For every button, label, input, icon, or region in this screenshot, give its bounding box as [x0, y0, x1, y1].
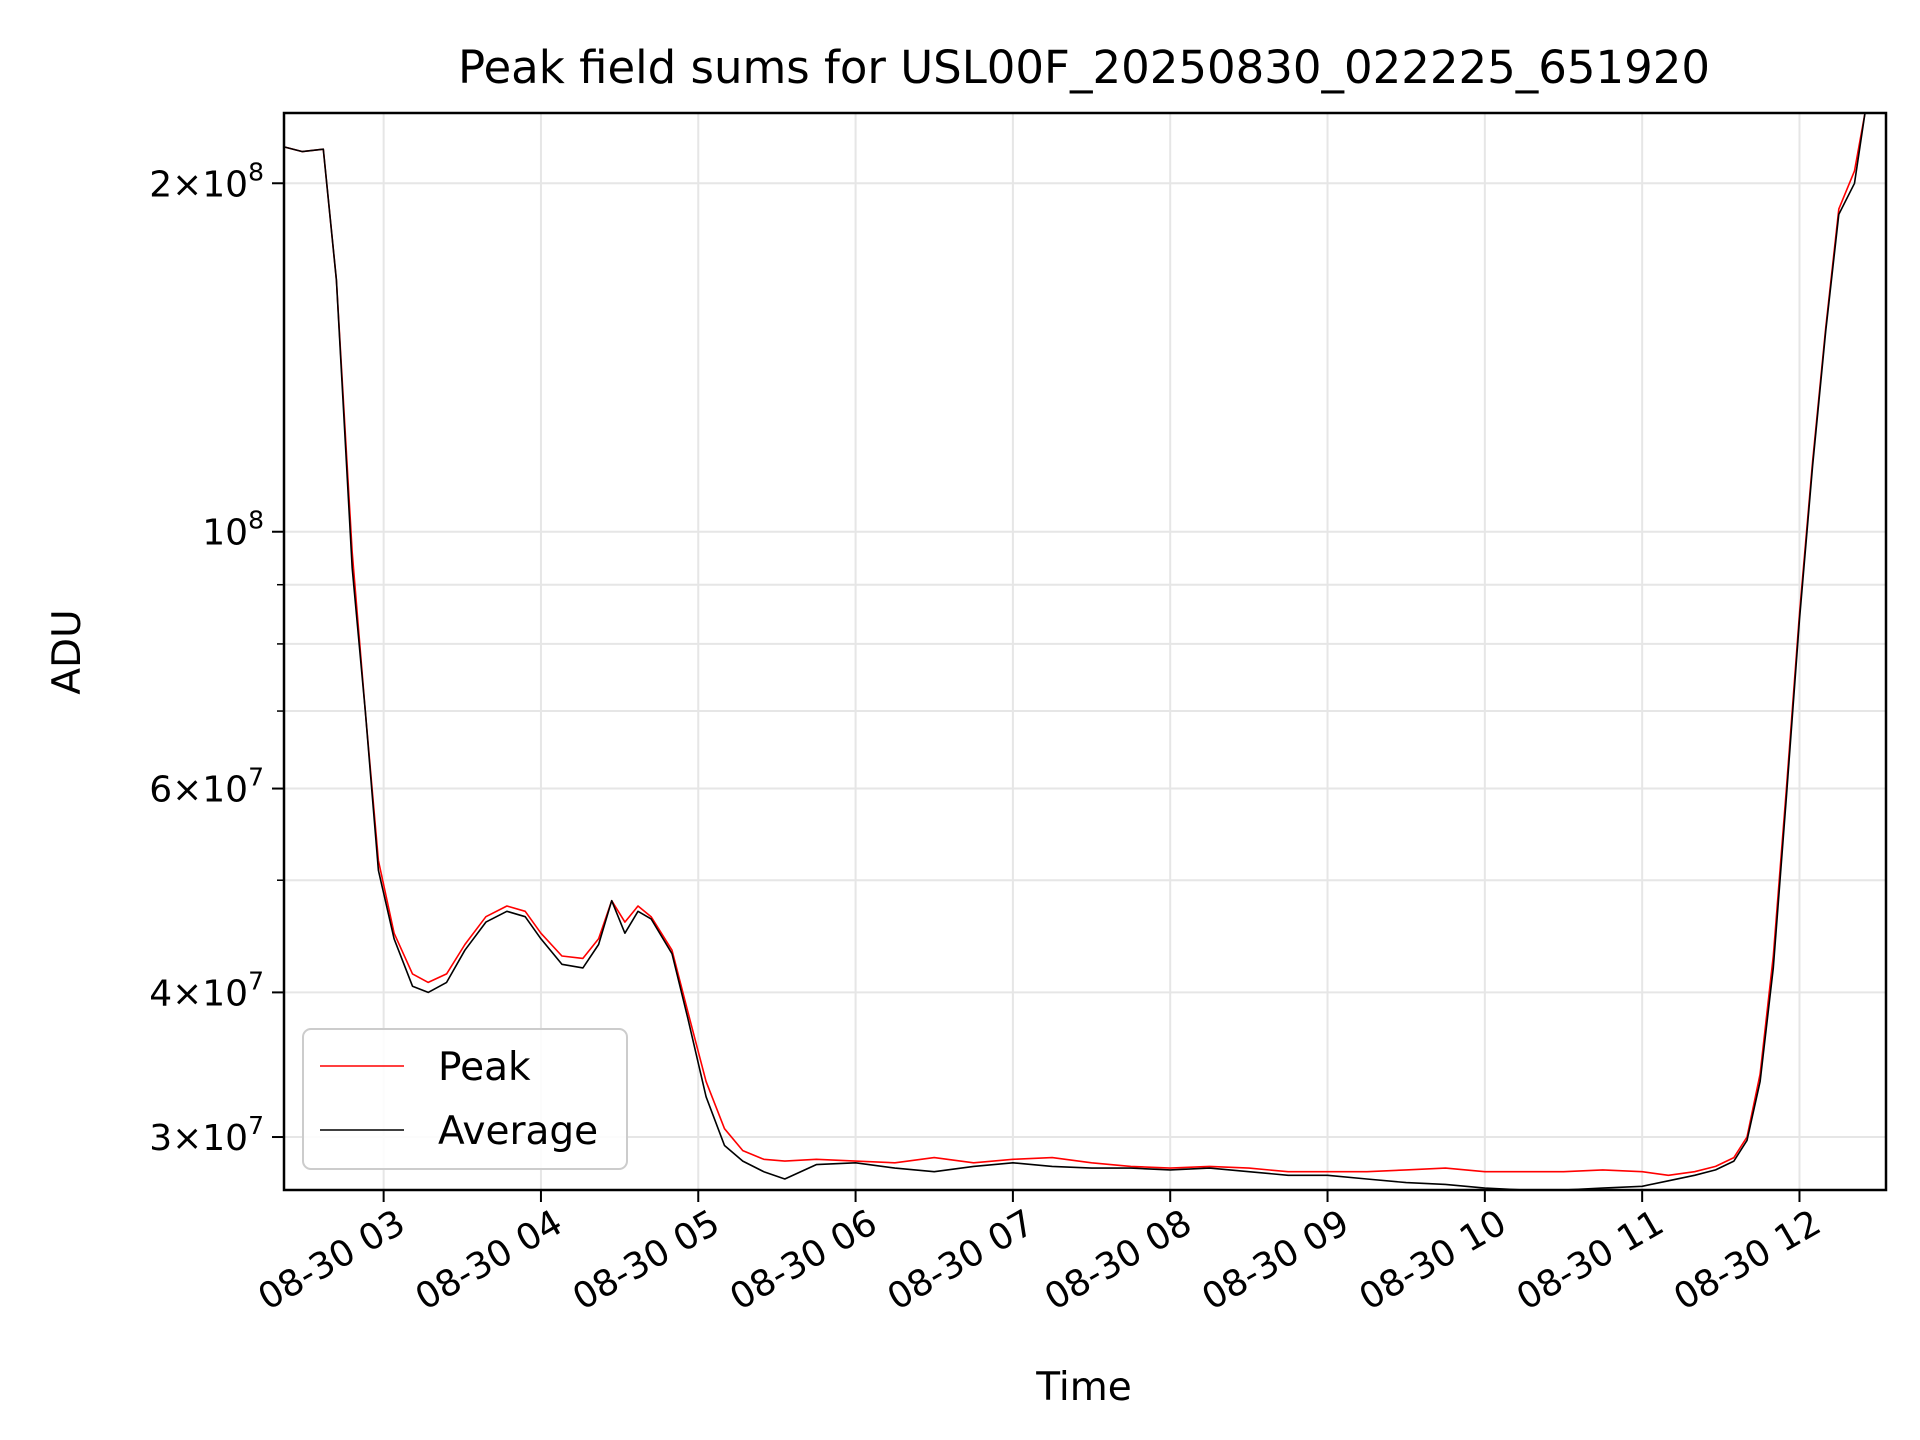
x-axis-label: Time	[1035, 1365, 1131, 1410]
legend-box	[302, 1028, 628, 1170]
y-tick-label: 3×107	[149, 1111, 264, 1159]
legend-label-average: Average	[438, 1109, 598, 1154]
series-line-peak	[283, 112, 1866, 1177]
y-tick-label: 6×107	[149, 763, 264, 811]
y-tick-label: 2×108	[149, 157, 264, 205]
grid	[284, 113, 1886, 1190]
series-line-average	[283, 112, 1866, 1191]
plot-frame	[282, 111, 1888, 1192]
chart-title: Peak field sums for USL00F_20250830_0222…	[458, 41, 1710, 94]
y-tick-label: 4×107	[149, 966, 264, 1014]
series-layer	[283, 112, 1866, 1191]
legend: Peak Average	[302, 1028, 628, 1170]
y-axis-label: ADU	[45, 609, 90, 694]
legend-label-peak: Peak	[438, 1045, 531, 1090]
